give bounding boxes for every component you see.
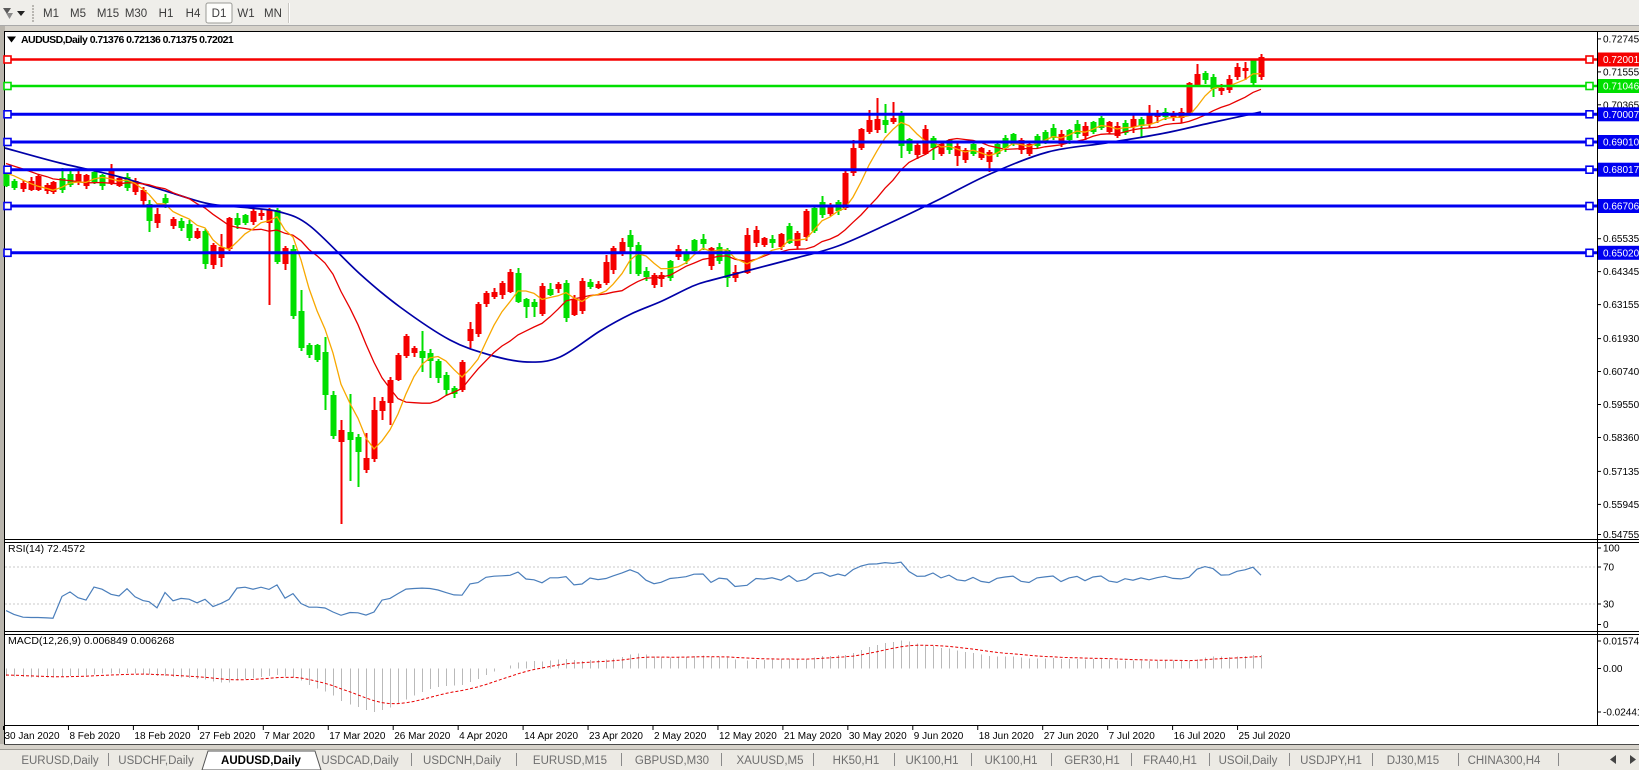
svg-text:0.70365: 0.70365	[1603, 100, 1639, 111]
svg-text:HK50,H1: HK50,H1	[833, 755, 880, 767]
svg-text:18 Feb 2020: 18 Feb 2020	[134, 731, 191, 742]
svg-text:12 May 2020: 12 May 2020	[719, 731, 777, 742]
svg-text:18 Jun 2020: 18 Jun 2020	[979, 731, 1034, 742]
svg-text:XAUUSD,M5: XAUUSD,M5	[736, 755, 803, 767]
svg-text:0.57135: 0.57135	[1603, 467, 1639, 478]
svg-text:7 Mar 2020: 7 Mar 2020	[264, 731, 315, 742]
svg-text:UK100,H1: UK100,H1	[905, 755, 958, 767]
svg-text:27 Feb 2020: 27 Feb 2020	[199, 731, 256, 742]
svg-text:21 May 2020: 21 May 2020	[784, 731, 842, 742]
svg-text:0.63155: 0.63155	[1603, 300, 1639, 311]
svg-text:USOil,Daily: USOil,Daily	[1219, 755, 1278, 767]
svg-text:0.72001: 0.72001	[1603, 55, 1639, 66]
svg-text:17 Mar 2020: 17 Mar 2020	[329, 731, 386, 742]
svg-text:CHINA300,H4: CHINA300,H4	[1468, 755, 1541, 767]
svg-text:MN: MN	[264, 8, 282, 20]
svg-text:14 Apr 2020: 14 Apr 2020	[524, 731, 578, 742]
svg-text:0.64345: 0.64345	[1603, 267, 1639, 278]
svg-text:FRA40,H1: FRA40,H1	[1143, 755, 1197, 767]
svg-text:MACD(12,26,9) 0.006849 0.00626: MACD(12,26,9) 0.006849 0.006268	[8, 635, 175, 647]
svg-text:M30: M30	[125, 8, 147, 20]
svg-text:EURUSD,Daily: EURUSD,Daily	[21, 755, 99, 767]
svg-text:AUDUSD,Daily 0.71376 0.72136: AUDUSD,Daily 0.71376 0.72136 0.71375 0.7…	[21, 34, 234, 46]
svg-text:0.71046: 0.71046	[1603, 82, 1639, 93]
svg-text:27 Jun 2020: 27 Jun 2020	[1044, 731, 1099, 742]
svg-text:M1: M1	[43, 8, 59, 20]
svg-text:USDJPY,H1: USDJPY,H1	[1300, 755, 1362, 767]
svg-text:0.61930: 0.61930	[1603, 334, 1639, 345]
svg-text:100: 100	[1603, 544, 1620, 555]
svg-text:W1: W1	[237, 8, 254, 20]
svg-text:H1: H1	[159, 8, 174, 20]
svg-text:0.54755: 0.54755	[1603, 530, 1639, 541]
svg-text:0.60740: 0.60740	[1603, 367, 1639, 378]
svg-text:30: 30	[1603, 600, 1615, 611]
svg-text:UK100,H1: UK100,H1	[984, 755, 1037, 767]
svg-text:7 Jul 2020: 7 Jul 2020	[1109, 731, 1156, 742]
svg-text:DJ30,M15: DJ30,M15	[1387, 755, 1439, 767]
svg-text:70: 70	[1603, 563, 1615, 574]
svg-text:0.70007: 0.70007	[1603, 110, 1639, 121]
svg-text:-0.024412: -0.024412	[1603, 708, 1639, 719]
svg-text:GER30,H1: GER30,H1	[1064, 755, 1120, 767]
svg-text:0.59550: 0.59550	[1603, 400, 1639, 411]
svg-text:0.55945: 0.55945	[1603, 500, 1639, 511]
svg-text:0.00: 0.00	[1603, 664, 1623, 675]
svg-text:D1: D1	[212, 8, 227, 20]
svg-text:M15: M15	[97, 8, 119, 20]
svg-text:4 Apr 2020: 4 Apr 2020	[459, 731, 508, 742]
svg-text:RSI(14) 72.4572: RSI(14) 72.4572	[8, 543, 85, 555]
svg-text:2 May 2020: 2 May 2020	[654, 731, 707, 742]
svg-text:25 Jul 2020: 25 Jul 2020	[1239, 731, 1291, 742]
svg-text:30 May 2020: 30 May 2020	[849, 731, 907, 742]
svg-text:23 Apr 2020: 23 Apr 2020	[589, 731, 643, 742]
svg-text:0.65020: 0.65020	[1603, 248, 1639, 259]
svg-text:H4: H4	[186, 8, 201, 20]
svg-text:0.58360: 0.58360	[1603, 433, 1639, 444]
svg-text:USDCNH,Daily: USDCNH,Daily	[423, 755, 501, 767]
svg-text:AUDUSD,Daily: AUDUSD,Daily	[221, 755, 301, 767]
svg-text:0.66706: 0.66706	[1603, 202, 1639, 213]
svg-text:0.68017: 0.68017	[1603, 165, 1639, 176]
svg-text:16 Jul 2020: 16 Jul 2020	[1174, 731, 1226, 742]
svg-text:GBPUSD,M30: GBPUSD,M30	[635, 755, 709, 767]
svg-text:26 Mar 2020: 26 Mar 2020	[394, 731, 451, 742]
svg-text:0.015741: 0.015741	[1603, 637, 1639, 648]
svg-text:0.69010: 0.69010	[1603, 138, 1639, 149]
svg-text:0.72745: 0.72745	[1603, 34, 1639, 45]
svg-text:0.65535: 0.65535	[1603, 234, 1639, 245]
svg-text:USDCHF,Daily: USDCHF,Daily	[118, 755, 194, 767]
svg-text:30 Jan 2020: 30 Jan 2020	[5, 731, 60, 742]
svg-text:M5: M5	[70, 8, 86, 20]
svg-text:0: 0	[1603, 620, 1609, 631]
svg-text:8 Feb 2020: 8 Feb 2020	[69, 731, 120, 742]
svg-text:USDCAD,Daily: USDCAD,Daily	[321, 755, 399, 767]
svg-text:EURUSD,M15: EURUSD,M15	[533, 755, 607, 767]
svg-text:9 Jun 2020: 9 Jun 2020	[914, 731, 964, 742]
svg-text:0.71555: 0.71555	[1603, 67, 1639, 78]
